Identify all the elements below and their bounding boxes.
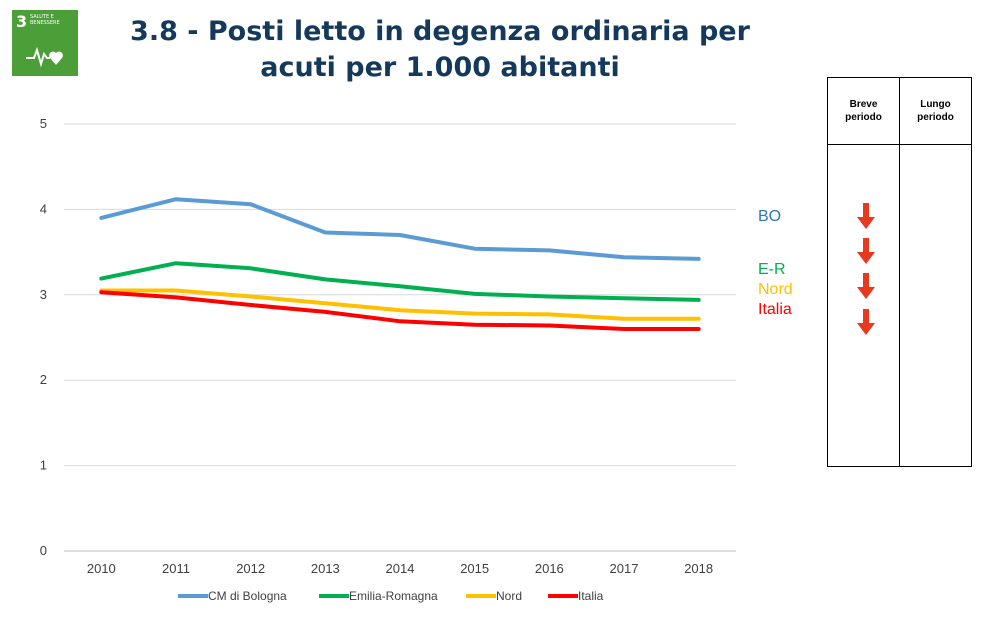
trend-table-header-row: Breve periodo Lungo periodo <box>827 77 972 145</box>
x-tick-label: 2010 <box>87 561 116 576</box>
x-tick-label: 2015 <box>460 561 489 576</box>
header-short-term-text: Breve periodo <box>845 99 882 123</box>
header-short-term: Breve periodo <box>827 77 900 145</box>
trend-table: Breve periodo Lungo periodo <box>827 77 972 467</box>
y-tick-label: 5 <box>40 116 47 131</box>
sdg-goal-3-badge: 3 SALUTE E BENESSERE <box>12 10 78 76</box>
x-axis-ticks: 2010 2011 2012 2013 2014 2015 2016 2017 2018 <box>87 561 713 576</box>
series-label-italia: Italia <box>758 301 792 319</box>
series-label-er: E-R <box>758 261 786 279</box>
header-long-term-text: Lungo periodo <box>917 99 954 123</box>
page-title: 3.8 - Posti letto in degenza ordinaria p… <box>130 16 750 83</box>
series-label-bo-text: BO <box>758 208 782 225</box>
x-tick-label: 2014 <box>386 561 415 576</box>
trend-table-body-row <box>827 144 972 467</box>
series-label-er-text: E-R <box>758 261 786 278</box>
legend-label: CM di Bologna <box>208 589 287 603</box>
y-tick-label: 2 <box>40 372 47 387</box>
series-label-nord-text: Nord <box>758 281 793 298</box>
long-term-cell <box>899 144 972 467</box>
series-label-bo: BO <box>758 208 781 226</box>
legend-label: Emilia-Romagna <box>349 589 438 603</box>
y-axis-ticks: 0 1 2 3 4 5 <box>40 116 47 558</box>
chart-series <box>99 197 701 331</box>
red-down-arrow-icon <box>857 203 875 229</box>
x-tick-label: 2017 <box>610 561 639 576</box>
sdg-label: SALUTE E BENESSERE <box>30 14 60 26</box>
series-label-nord: Nord <box>758 281 793 299</box>
red-down-arrow-icon <box>857 238 875 264</box>
legend-item: Italia <box>548 589 604 603</box>
x-tick-label: 2012 <box>236 561 265 576</box>
series-line <box>99 261 701 302</box>
legend-item: Nord <box>466 589 522 603</box>
red-down-arrow-icon <box>857 309 875 335</box>
x-tick-label: 2011 <box>162 561 190 576</box>
y-tick-label: 4 <box>40 201 47 216</box>
chart-grid <box>64 123 736 552</box>
y-tick-label: 0 <box>40 543 47 558</box>
series-line <box>99 197 701 261</box>
x-tick-label: 2018 <box>684 561 713 576</box>
x-tick-label: 2016 <box>535 561 564 576</box>
sdg-number: 3 <box>16 12 28 31</box>
red-down-arrow-icon <box>857 273 875 299</box>
legend-label: Nord <box>496 589 522 603</box>
series-line <box>99 290 701 331</box>
short-term-cell <box>827 144 900 467</box>
legend-item: CM di Bologna <box>178 589 287 603</box>
legend-label: Italia <box>578 589 604 603</box>
header-long-term: Lungo periodo <box>899 77 972 145</box>
y-tick-label: 1 <box>40 458 47 473</box>
heartbeat-heart-icon <box>26 46 63 68</box>
chart-legend: CM di Bologna Emilia-Romagna Nord Italia <box>178 589 604 603</box>
y-tick-label: 3 <box>40 287 47 302</box>
x-tick-label: 2013 <box>311 561 340 576</box>
series-label-italia-text: Italia <box>758 301 792 318</box>
legend-item: Emilia-Romagna <box>319 589 438 603</box>
series-line <box>99 288 701 321</box>
